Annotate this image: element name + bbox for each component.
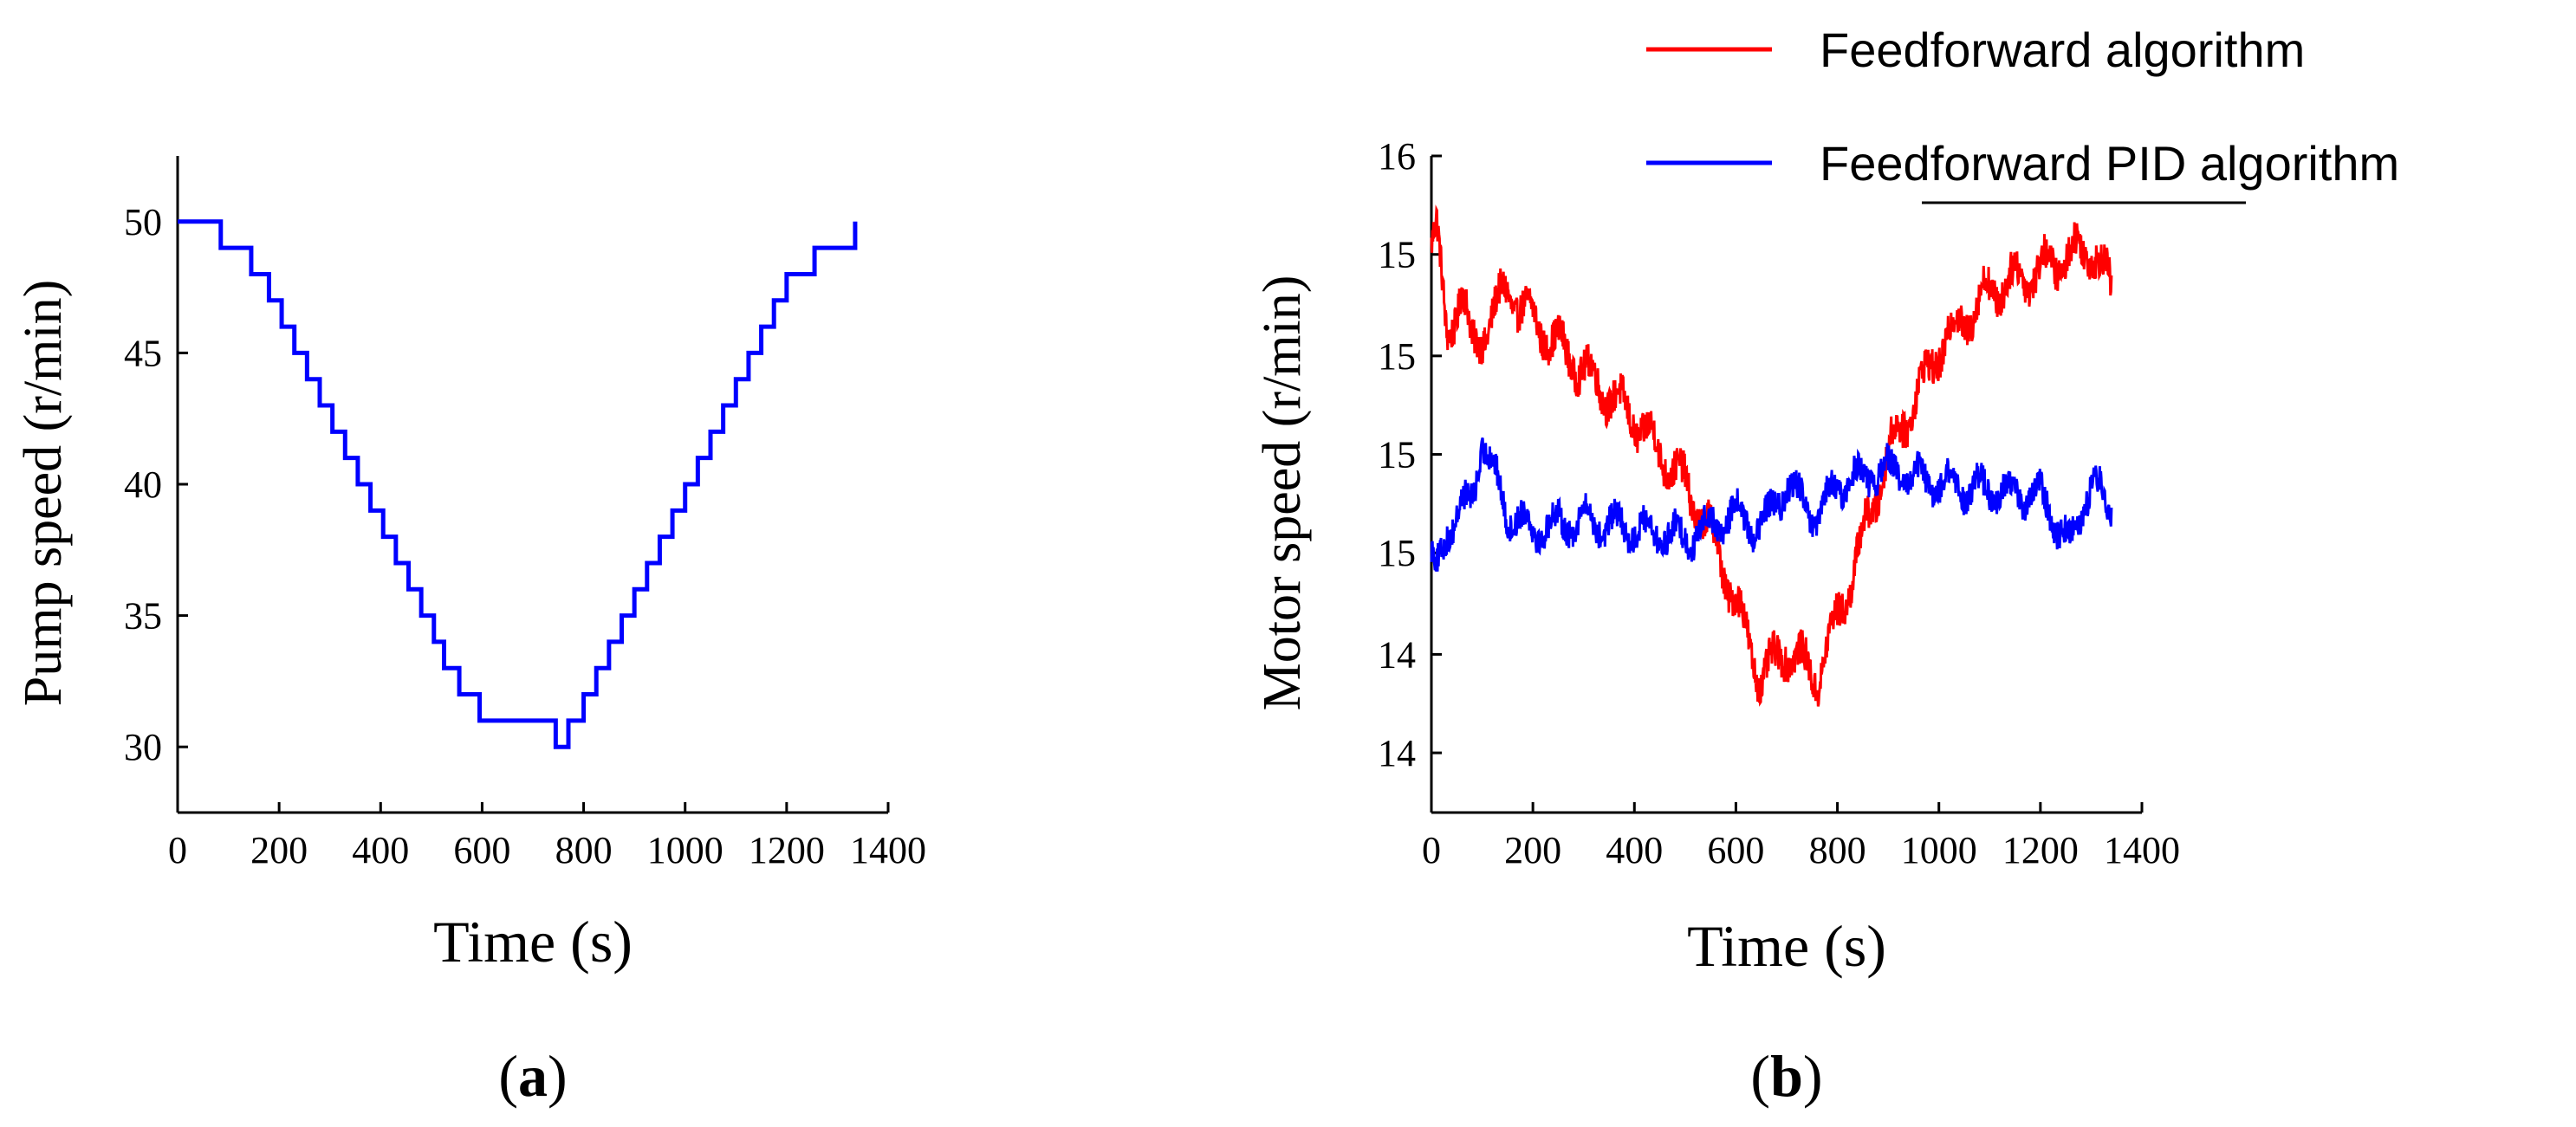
chart-b-x-tick-label: 800 — [1809, 829, 1866, 871]
chart-panel-a: 0 200 400 600 800 1000 1200 1400 30 35 40 45 50 Tim… — [14, 156, 926, 1109]
chart-b-x-tick-label: 200 — [1504, 829, 1561, 871]
chart-b-y-tick-label: 16 — [1378, 135, 1416, 178]
chart-a-series-line-0 — [178, 219, 858, 749]
chart-b-series-line-0 — [1430, 204, 2113, 707]
chart-a-x-tick-label: 400 — [352, 829, 409, 871]
chart-a-y-tick-label: 50 — [124, 201, 162, 243]
chart-a-y-axis-label: Pump speed (r/min) — [14, 280, 73, 707]
chart-a-x-tick-label: 1200 — [749, 829, 825, 871]
chart-a-x-tick-label: 1000 — [647, 829, 723, 871]
chart-b-y-axis-label: Motor speed (r/min) — [1253, 275, 1312, 711]
chart-b-x-tick-label: 1200 — [2002, 829, 2079, 871]
chart-b-x-tick-label: 1000 — [1901, 829, 1977, 871]
legend-label-feedforward-pid: Feedforward PID algorithm — [1820, 136, 2399, 191]
chart-a-series — [178, 219, 858, 749]
chart-b-x-tick-label: 600 — [1707, 829, 1764, 871]
chart-b-axes — [1430, 156, 2142, 814]
chart-b-y-tick-label: 14 — [1378, 633, 1416, 676]
panel-paren-close: ) — [548, 1043, 568, 1109]
chart-a-x-tick-label: 800 — [555, 829, 613, 871]
chart-b-panel-label: (b) — [1750, 1043, 1822, 1109]
chart-a-y-tick-label: 40 — [124, 463, 162, 506]
chart-b-y-tick-label: 15 — [1378, 434, 1416, 476]
chart-panel-b: 0 200 400 600 800 1000 1200 1400 14 14 15 15 15 15 16… — [1253, 23, 2399, 1109]
chart-a-x-tick-label: 600 — [453, 829, 510, 871]
panel-letter: b — [1770, 1043, 1803, 1109]
chart-b-x-tick-label: 400 — [1606, 829, 1663, 871]
chart-b-legend: Feedforward algorithm Feedforward PID al… — [1646, 23, 2399, 204]
chart-a-y-tick-label: 30 — [124, 726, 162, 768]
chart-a-x-tick-label: 1400 — [850, 829, 926, 871]
chart-b-y-tick-label: 15 — [1378, 532, 1416, 574]
chart-a-y-tick-label: 45 — [124, 332, 162, 374]
chart-a-x-tick-label: 200 — [250, 829, 308, 871]
chart-b-x-ticks: 0 200 400 600 800 1000 1200 1400 — [1422, 802, 2180, 871]
chart-b-y-tick-label: 14 — [1378, 732, 1416, 774]
chart-a-x-axis-label: Time (s) — [433, 909, 633, 975]
chart-b-y-tick-label: 15 — [1378, 234, 1416, 276]
chart-b-series-line-1 — [1430, 437, 2113, 573]
chart-a-x-ticks: 0 200 400 600 800 1000 1200 1400 — [168, 802, 926, 871]
chart-b-y-ticks: 14 14 15 15 15 15 16 — [1378, 135, 1442, 774]
panel-paren-open: ( — [498, 1043, 518, 1109]
panel-paren-open: ( — [1750, 1043, 1770, 1109]
panel-letter: a — [518, 1043, 548, 1109]
chart-a-y-ticks: 30 35 40 45 50 — [124, 201, 188, 768]
chart-a-x-tick-label: 0 — [168, 829, 187, 871]
chart-b-x-axis-label: Time (s) — [1687, 913, 1886, 979]
chart-b-y-tick-label: 15 — [1378, 335, 1416, 378]
chart-a-panel-label: (a) — [498, 1043, 567, 1109]
chart-b-x-tick-label: 1400 — [2104, 829, 2180, 871]
chart-b-x-tick-label: 0 — [1422, 829, 1441, 871]
chart-a-y-tick-label: 35 — [124, 595, 162, 638]
legend-label-feedforward: Feedforward algorithm — [1820, 23, 2305, 77]
chart-b-series — [1430, 204, 2113, 707]
panel-paren-close: ) — [1803, 1043, 1823, 1109]
